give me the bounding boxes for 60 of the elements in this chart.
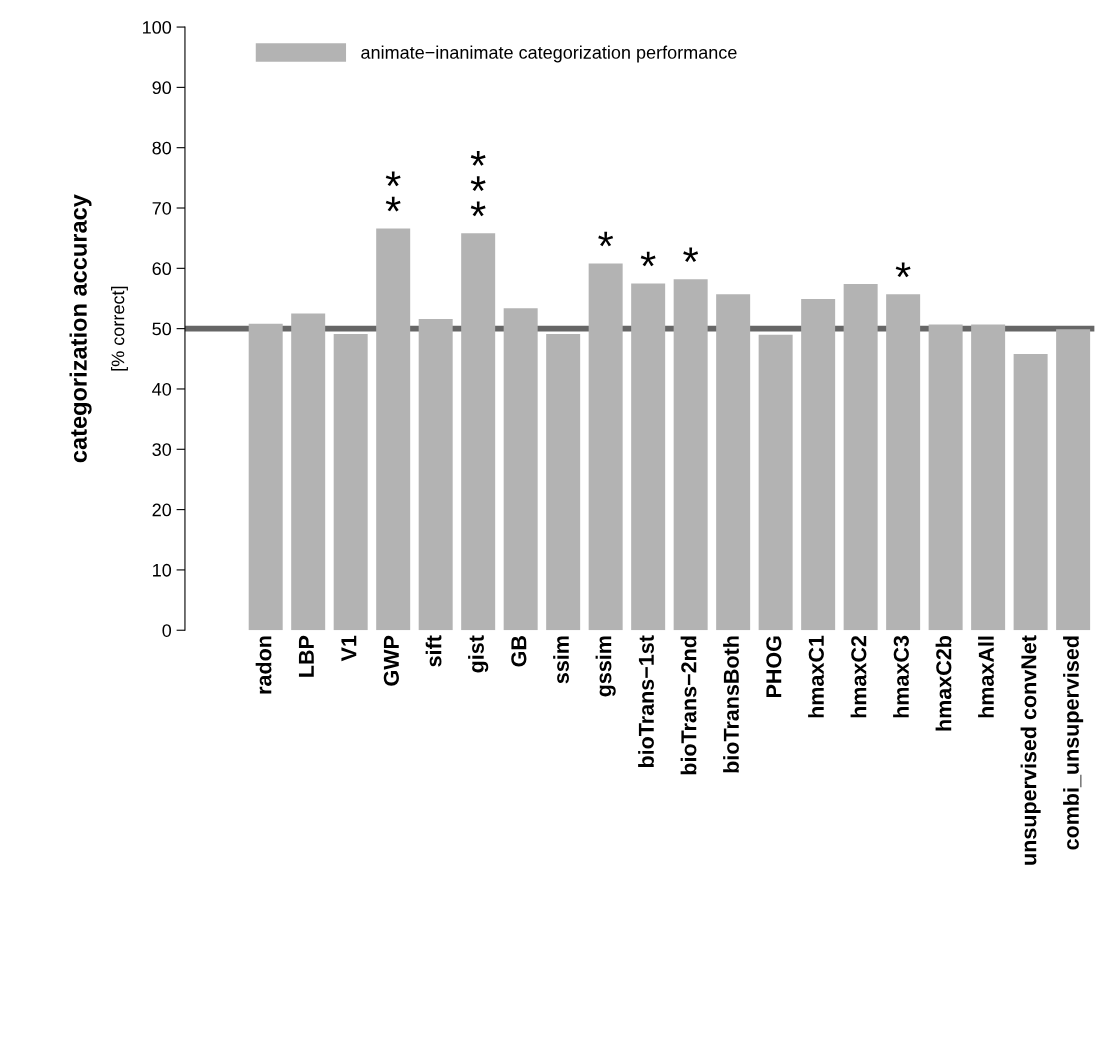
bar [928,324,963,631]
y-tick-label: 20 [152,503,172,517]
y-tick-label: 60 [152,262,172,276]
y-tick-label: 10 [153,563,172,577]
x-tick-label: gist [468,635,489,673]
x-tick-label: radon [255,636,272,694]
y-tick-label: 80 [152,141,172,155]
bar [588,263,623,631]
x-tick-label: hmaxC1 [808,635,824,718]
y-tick-label: 50 [152,322,172,336]
bar [333,334,368,631]
bar [673,279,708,631]
text: [% correct] [111,286,128,371]
x-tick-label: combi_unsupervised [1063,636,1084,850]
annotation: * * [385,171,401,212]
bar [758,334,793,631]
bar [376,228,411,631]
bar [801,299,836,631]
annotation: * [895,262,911,278]
y-tick-label: 30 [152,443,172,456]
y-tick-label: 40 [152,382,172,396]
bar [631,283,666,631]
x-tick-label: gssim [595,636,616,697]
y-axis-title: categorization accuracy [69,194,92,463]
x-tick-label: bioTransBoth [723,636,739,773]
x-tick-label: sift [425,635,442,667]
x-tick-label: PHOG [766,636,782,698]
y-tick-label: 70 [152,201,172,215]
annotation: * [640,251,656,267]
y-tick-label: 0 [162,624,172,637]
bar [971,324,1006,631]
x-tick-label: ssim [553,636,569,684]
bar [503,308,538,631]
bar [418,318,453,631]
x-tick-label: unsupervised convNet [1020,635,1041,865]
x-tick-label: GWP [383,635,399,686]
x-tick-label: GB [511,636,527,667]
bar [291,313,326,631]
y-tick-label: 100 [143,20,172,34]
bar [886,294,921,631]
bar [248,323,283,631]
x-tick-label: hmaxC2 [850,635,867,718]
x-tick-label: bioTrans−1st [638,635,654,768]
bar [716,294,751,631]
x-tick-label: V1 [341,635,357,662]
x-tick-label: hmaxAll [978,636,994,718]
legend-label: animate−inanimate categorization performance [361,45,737,63]
annotation: * [683,247,699,263]
annotation: * * * [470,151,486,217]
annotation: * [598,231,614,247]
x-tick-label: hmaxC3 [893,635,909,718]
bar [1056,329,1091,631]
bar [1013,353,1048,631]
bar [843,284,878,631]
x-tick-label: bioTrans−2nd [680,636,697,775]
bar [461,233,496,631]
y-tick-label: 90 [152,81,172,95]
x-tick-label: LBP [298,635,314,677]
bar [546,334,581,631]
x-tick-label: hmaxC2b [935,635,952,731]
